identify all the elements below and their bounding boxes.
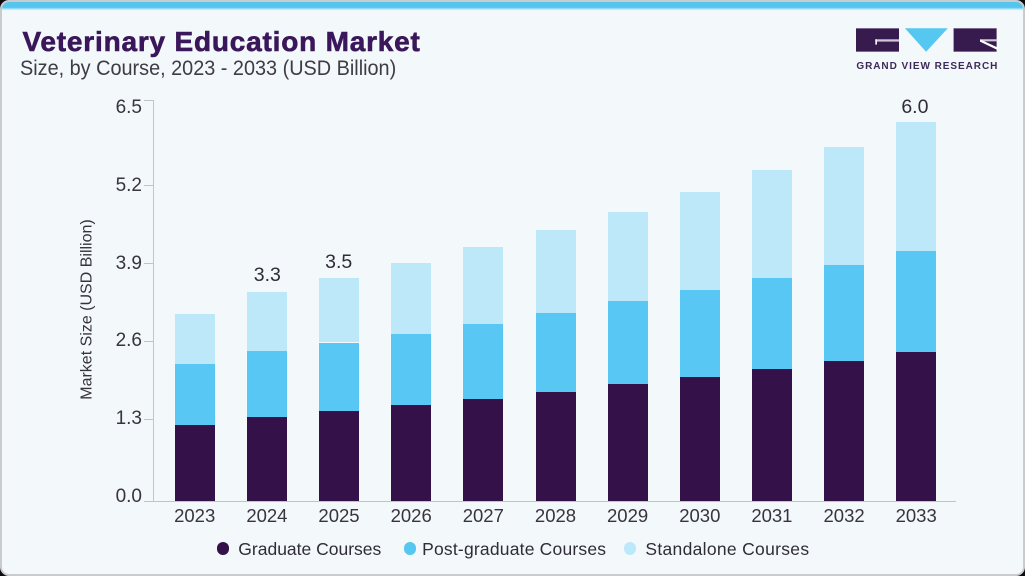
svg-text:GRAND VIEW RESEARCH: GRAND VIEW RESEARCH <box>856 61 998 72</box>
